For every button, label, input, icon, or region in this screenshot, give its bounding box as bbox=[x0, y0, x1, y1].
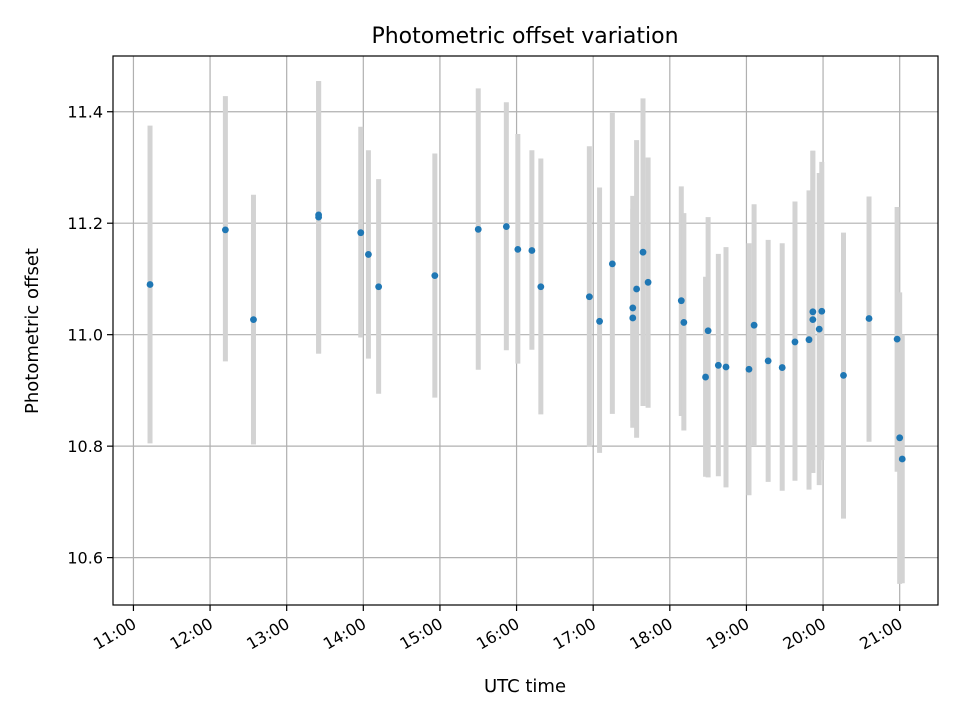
data-point bbox=[865, 315, 873, 322]
data-point bbox=[714, 361, 722, 369]
data-point bbox=[146, 281, 154, 288]
data-point bbox=[805, 336, 813, 344]
data-points bbox=[146, 211, 906, 463]
data-point bbox=[898, 455, 906, 463]
data-point bbox=[704, 327, 712, 335]
data-point bbox=[896, 434, 904, 442]
data-point bbox=[474, 225, 482, 233]
data-point bbox=[514, 246, 522, 253]
data-point bbox=[596, 317, 603, 325]
data-point bbox=[840, 371, 847, 379]
y-tick-label: 11.4 bbox=[67, 103, 103, 122]
y-axis-ticks: 10.6 10.8 11.0 11.2 11.4 bbox=[67, 103, 113, 568]
data-point bbox=[357, 229, 365, 237]
data-point bbox=[365, 251, 372, 258]
data-point bbox=[677, 297, 685, 305]
data-point bbox=[809, 308, 817, 316]
x-axis-label: UTC time bbox=[484, 676, 566, 697]
data-point bbox=[375, 283, 383, 291]
data-point bbox=[221, 226, 229, 234]
data-point bbox=[431, 272, 439, 279]
data-point bbox=[791, 338, 799, 346]
y-axis-label: Photometric offset bbox=[22, 248, 43, 414]
data-point bbox=[702, 373, 709, 381]
data-point bbox=[750, 321, 758, 329]
chart-title: Photometric offset variation bbox=[371, 24, 678, 49]
data-point bbox=[629, 304, 637, 312]
data-point bbox=[680, 319, 688, 326]
data-point bbox=[585, 293, 593, 301]
data-point bbox=[528, 247, 536, 254]
data-point bbox=[764, 357, 772, 365]
data-point bbox=[644, 278, 652, 286]
data-point bbox=[537, 283, 545, 291]
data-point bbox=[745, 365, 753, 373]
data-point bbox=[893, 335, 901, 343]
y-tick-label: 10.8 bbox=[67, 437, 103, 456]
data-point bbox=[633, 285, 641, 293]
data-point bbox=[818, 307, 826, 315]
data-point bbox=[809, 316, 817, 324]
data-point bbox=[639, 248, 647, 256]
plot-frame bbox=[112, 55, 939, 606]
data-point bbox=[502, 223, 510, 230]
data-point bbox=[778, 364, 786, 371]
data-point bbox=[722, 363, 730, 371]
data-point bbox=[815, 325, 823, 333]
data-point bbox=[629, 314, 637, 322]
y-tick-label: 10.6 bbox=[67, 549, 103, 568]
y-tick-label: 11.2 bbox=[67, 214, 103, 233]
data-point bbox=[315, 211, 323, 219]
data-point bbox=[608, 260, 616, 268]
y-tick-label: 11.0 bbox=[67, 326, 103, 345]
data-point bbox=[250, 316, 257, 324]
